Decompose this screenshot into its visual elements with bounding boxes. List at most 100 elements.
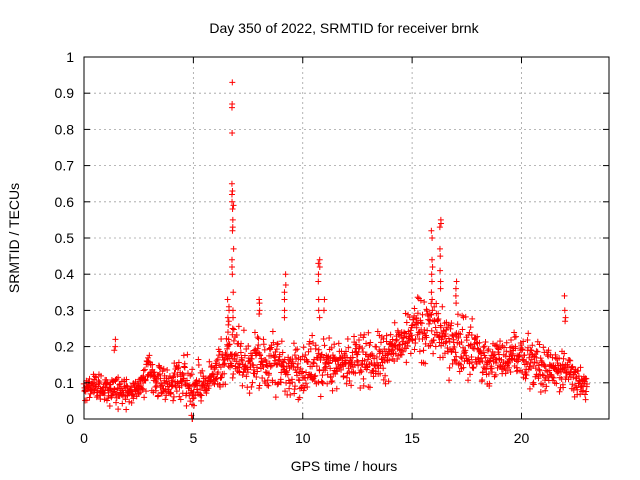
data-point xyxy=(152,383,159,390)
data-point xyxy=(436,245,443,252)
data-point xyxy=(256,382,263,389)
data-point xyxy=(115,406,122,413)
data-point xyxy=(326,360,333,367)
data-point xyxy=(351,361,358,368)
data-point xyxy=(221,360,228,367)
data-point xyxy=(479,369,486,376)
data-point xyxy=(281,307,288,314)
data-point xyxy=(239,382,246,389)
data-point xyxy=(315,271,322,278)
data-point xyxy=(141,366,148,373)
data-point xyxy=(448,320,455,327)
data-point xyxy=(452,349,459,356)
data-point xyxy=(171,360,178,367)
data-point xyxy=(229,271,236,278)
data-point xyxy=(86,394,93,401)
data-point xyxy=(481,343,488,350)
data-point xyxy=(457,331,464,338)
data-point xyxy=(315,346,322,353)
data-point xyxy=(326,335,333,342)
data-point xyxy=(361,331,368,338)
data-point xyxy=(186,382,193,389)
data-point xyxy=(482,338,489,345)
data-point xyxy=(222,381,229,388)
data-point xyxy=(82,387,89,394)
data-point xyxy=(526,385,533,392)
data-point xyxy=(245,343,252,350)
data-point xyxy=(524,336,531,343)
y-tick-label: 0 xyxy=(66,411,74,427)
data-point xyxy=(552,364,559,371)
data-point xyxy=(156,371,163,378)
data-point xyxy=(402,330,409,337)
data-point xyxy=(453,300,460,307)
data-point xyxy=(211,366,218,373)
data-point xyxy=(384,351,391,358)
data-point xyxy=(228,191,235,198)
data-point xyxy=(360,334,367,341)
data-point xyxy=(568,364,575,371)
data-point xyxy=(176,393,183,400)
data-point xyxy=(414,310,421,317)
data-point xyxy=(421,299,428,306)
data-point xyxy=(230,289,237,296)
data-point xyxy=(189,366,196,373)
data-point xyxy=(447,325,454,332)
data-point xyxy=(437,267,444,274)
data-point xyxy=(153,376,160,383)
data-point xyxy=(259,361,266,368)
data-point xyxy=(294,372,301,379)
data-point xyxy=(575,367,582,374)
data-point xyxy=(262,369,269,376)
data-point xyxy=(429,256,436,263)
data-point xyxy=(514,358,521,365)
data-point xyxy=(217,383,224,390)
data-point xyxy=(133,386,140,393)
data-point xyxy=(173,388,180,395)
data-points xyxy=(80,79,590,422)
data-point xyxy=(467,324,474,331)
data-point xyxy=(561,292,568,299)
data-point xyxy=(429,235,436,241)
data-point xyxy=(519,356,526,363)
data-point xyxy=(230,245,237,252)
data-point xyxy=(331,341,338,348)
data-point xyxy=(187,398,194,405)
data-point xyxy=(261,346,268,353)
data-point xyxy=(299,353,306,360)
data-point xyxy=(111,347,118,354)
data-point xyxy=(354,357,361,364)
data-point xyxy=(513,364,520,371)
x-axis-label: GPS time / hours xyxy=(291,458,398,474)
data-point xyxy=(430,337,437,344)
data-point xyxy=(348,361,355,368)
data-point xyxy=(172,383,179,390)
data-point xyxy=(282,282,289,289)
data-point xyxy=(428,327,435,334)
data-point xyxy=(365,329,372,336)
y-axis-label: SRMTID / TECUs xyxy=(6,183,22,293)
data-point xyxy=(335,340,342,347)
data-point xyxy=(534,348,541,355)
data-point xyxy=(432,324,439,331)
data-point xyxy=(503,348,510,355)
data-point xyxy=(294,346,301,353)
data-point xyxy=(475,354,482,361)
data-point xyxy=(224,329,231,336)
data-point xyxy=(399,341,406,348)
data-point xyxy=(302,380,309,387)
data-point xyxy=(140,367,147,374)
data-point xyxy=(228,104,235,111)
x-tick-label: 20 xyxy=(514,430,530,446)
data-point xyxy=(373,343,380,350)
data-point xyxy=(492,371,499,378)
data-point xyxy=(352,370,359,377)
data-point xyxy=(361,358,368,365)
data-point xyxy=(287,391,294,398)
data-point xyxy=(260,364,267,371)
data-point xyxy=(467,371,474,378)
data-point xyxy=(329,387,336,394)
data-point xyxy=(583,375,590,382)
y-tick-label: 0.3 xyxy=(55,302,75,318)
data-point xyxy=(96,379,103,386)
